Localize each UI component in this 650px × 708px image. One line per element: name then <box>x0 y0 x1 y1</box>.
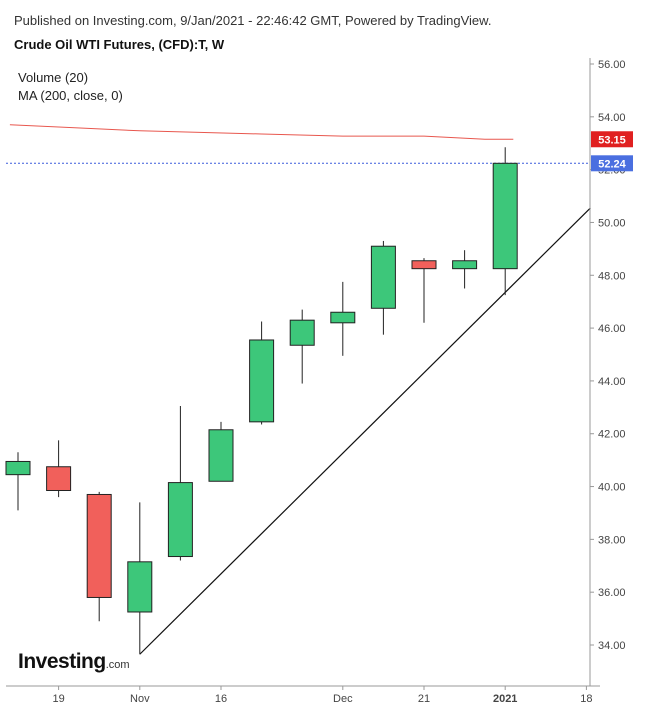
candle <box>87 492 111 621</box>
x-tick-label: 19 <box>52 693 64 705</box>
candle-body-down <box>47 467 71 491</box>
candle <box>128 502 152 654</box>
candle <box>371 241 395 335</box>
y-tick-label: 40.00 <box>598 482 626 494</box>
support-trend-line <box>140 208 591 654</box>
candle-body-up <box>493 163 517 268</box>
x-tick-label: 16 <box>215 693 227 705</box>
candle-body-up <box>371 246 395 308</box>
candle-body-up <box>128 562 152 612</box>
candle <box>290 310 314 384</box>
y-tick-label: 46.00 <box>598 323 626 335</box>
candle <box>47 440 71 497</box>
candle-body-up <box>331 312 355 323</box>
candle-body-up <box>6 461 30 474</box>
candle <box>412 258 436 323</box>
candle-body-up <box>290 320 314 345</box>
y-tick-label: 34.00 <box>598 640 626 652</box>
logo-suffix: .com <box>106 659 130 671</box>
y-tick-label: 44.00 <box>598 376 626 388</box>
logo-wordmark: Investing <box>18 650 106 673</box>
y-tick-label: 50.00 <box>598 217 626 229</box>
axes: 34.00 36.00 38.00 40.00 42.00 44.00 46.00 48.00… <box>6 58 633 705</box>
investing-logo: Investing.com <box>18 650 130 674</box>
y-tick-label: 36.00 <box>598 587 626 599</box>
candle-body-down <box>87 494 111 597</box>
x-tick-label: 18 <box>580 693 592 705</box>
candle-body-up <box>453 261 477 269</box>
ma-value-badge: 53.15 <box>591 131 633 147</box>
candle <box>209 422 233 481</box>
y-tick-label: 42.00 <box>598 429 626 441</box>
plot-area <box>6 125 590 655</box>
y-tick-label: 56.00 <box>598 59 626 71</box>
candle <box>331 282 355 356</box>
moving-average-line <box>10 125 513 140</box>
candle-body-down <box>412 261 436 269</box>
candle <box>250 321 274 424</box>
x-tick-label: Nov <box>130 693 150 705</box>
y-tick-label: 54.00 <box>598 112 626 124</box>
x-tick-label: Dec <box>333 693 353 705</box>
x-tick-label: 2021 <box>493 693 517 705</box>
candle-body-up <box>168 483 192 557</box>
y-tick-label: 38.00 <box>598 534 626 546</box>
candle <box>493 147 517 295</box>
y-tick-label: 48.00 <box>598 270 626 282</box>
candle <box>168 406 192 560</box>
candle <box>453 250 477 288</box>
price-value-badge: 52.24 <box>591 155 633 171</box>
candle-body-up <box>209 430 233 481</box>
badge-label: 53.15 <box>598 134 626 146</box>
badge-label: 52.24 <box>598 158 626 170</box>
x-tick-label: 21 <box>418 693 430 705</box>
candle-body-up <box>250 340 274 422</box>
candle <box>6 452 30 510</box>
